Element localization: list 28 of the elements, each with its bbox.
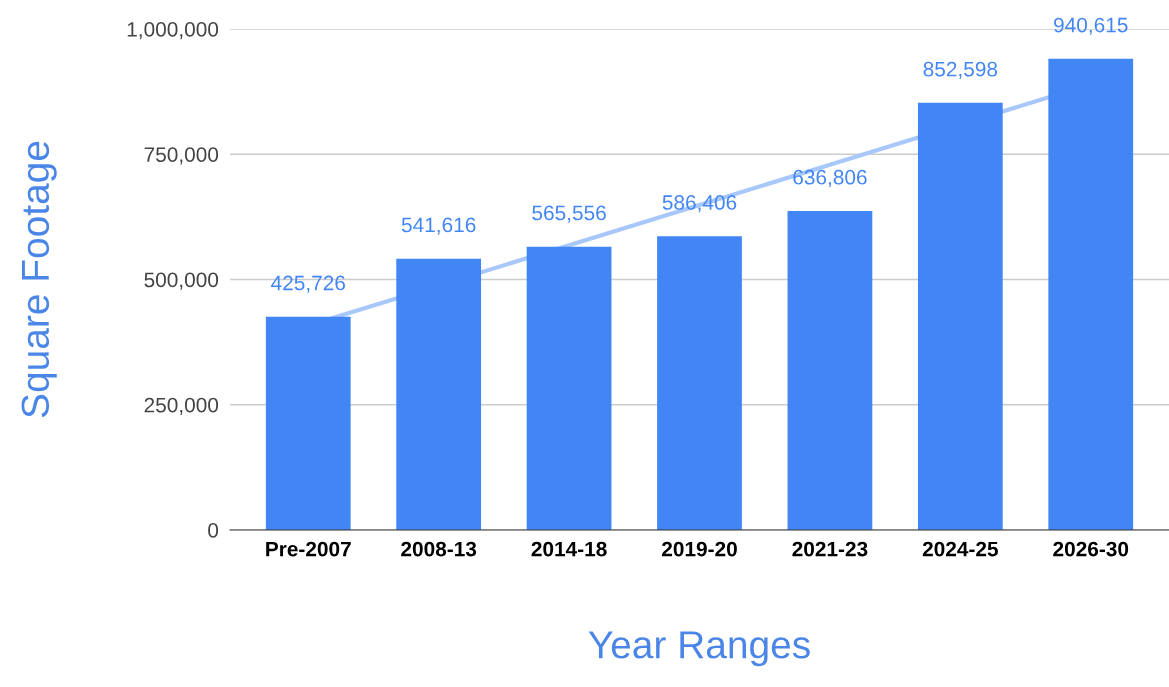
y-tick-label: 750,000 — [144, 147, 219, 165]
bar — [526, 246, 612, 530]
y-tick-label: 250,000 — [144, 397, 219, 415]
y-tick-label: 500,000 — [144, 272, 219, 290]
x-tick-label: Pre-2007 — [266, 541, 351, 557]
bar — [396, 258, 482, 530]
bar — [657, 236, 742, 530]
bar — [265, 316, 351, 530]
data-label: 425,726 — [271, 275, 345, 293]
data-label: 586,406 — [662, 195, 737, 213]
bar — [917, 102, 1003, 530]
x-tick-label: 2024-25 — [922, 541, 998, 557]
x-tick-label: 2026-30 — [1053, 541, 1129, 557]
data-label: 940,615 — [1054, 17, 1128, 35]
x-tick-label: 2021-23 — [792, 541, 868, 557]
x-tick-label: 2008-13 — [401, 541, 477, 557]
bar — [787, 210, 873, 530]
x-tick-label: 2019-20 — [662, 541, 737, 557]
data-label: 541,616 — [401, 217, 476, 235]
y-tick-label: 1,000,000 — [127, 22, 219, 40]
data-label: 636,806 — [793, 169, 867, 188]
y-axis-title: Square Footage — [21, 141, 57, 418]
data-label: 565,556 — [532, 205, 606, 223]
data-label: 852,598 — [923, 61, 998, 79]
x-tick-label: 2014-18 — [531, 541, 607, 557]
x-axis-title: Year Ranges — [588, 631, 810, 667]
bar — [1048, 58, 1134, 530]
y-tick-label: 0 — [208, 523, 219, 538]
